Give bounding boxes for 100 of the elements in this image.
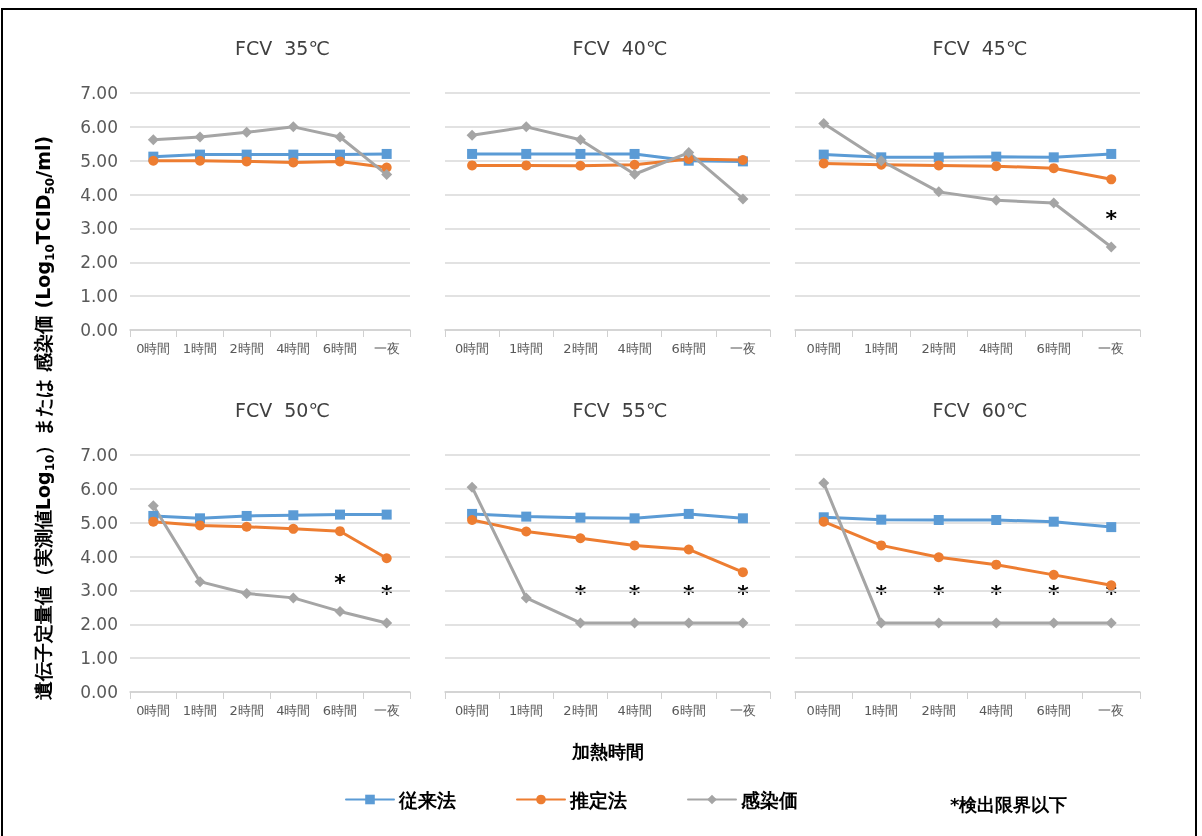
- chart-title: FCV 40℃: [572, 36, 668, 59]
- point: [241, 587, 253, 599]
- point: [520, 121, 532, 133]
- point: [818, 158, 829, 169]
- point: [737, 513, 748, 524]
- point: [737, 617, 749, 629]
- point: [381, 169, 393, 181]
- point: [1048, 569, 1059, 580]
- point: [991, 559, 1002, 570]
- point: [629, 540, 640, 551]
- x-tick-label: 4時間: [617, 703, 652, 718]
- point: [737, 567, 748, 578]
- x-tick-label: 0時間: [454, 703, 490, 718]
- annotation: *: [628, 581, 641, 607]
- x-tick-label: 2時間: [563, 341, 598, 356]
- point: [381, 509, 392, 520]
- x-tick-label: 4時間: [617, 341, 652, 356]
- point: [467, 160, 478, 171]
- point: [147, 134, 159, 146]
- x-tick-label: 0時間: [806, 703, 841, 718]
- point: [1048, 163, 1059, 174]
- x-tick-label: 4時間: [276, 341, 311, 356]
- point: [381, 553, 392, 564]
- annotation: *: [737, 581, 750, 607]
- annotation: *: [380, 581, 393, 607]
- x-tick-label: 4時間: [979, 341, 1014, 356]
- point: [683, 147, 695, 159]
- point: [933, 160, 944, 171]
- x-tick-label: 2時間: [921, 341, 956, 356]
- y-tick-label: 1.00: [80, 286, 118, 307]
- y-tick-label: 4.00: [80, 184, 118, 205]
- point: [933, 186, 945, 198]
- legend-label: 従来法: [398, 788, 456, 811]
- y-tick-label: 5.00: [80, 150, 118, 171]
- point: [287, 592, 299, 604]
- x-tick-label: 6時間: [1036, 703, 1071, 718]
- point: [933, 152, 944, 163]
- point: [148, 516, 159, 527]
- point: [334, 605, 346, 617]
- point: [466, 481, 478, 493]
- point: [575, 160, 586, 171]
- point: [1106, 148, 1117, 159]
- point: [629, 148, 640, 159]
- chart-title: FCV 45℃: [932, 36, 1028, 59]
- point: [574, 134, 586, 146]
- point: [467, 515, 478, 525]
- point: [521, 148, 532, 159]
- point: [241, 126, 253, 138]
- point: [629, 159, 640, 170]
- point: [148, 155, 159, 166]
- point: [288, 523, 299, 534]
- x-tick-label: 一夜: [729, 341, 756, 356]
- point: [1048, 152, 1059, 163]
- y-tick-label: 3.00: [80, 218, 118, 239]
- y-tick-label: 5.00: [80, 512, 118, 533]
- x-tick-label: 1時間: [182, 703, 218, 718]
- x-tick-label: 1時間: [182, 341, 218, 356]
- annotation: *: [932, 581, 945, 607]
- chart-title: FCV 35℃: [235, 36, 330, 59]
- x-tick-label: 0時間: [806, 341, 841, 356]
- point: [876, 540, 887, 551]
- y-tick-label: 3.00: [80, 580, 118, 601]
- x-tick-label: 2時間: [229, 703, 264, 718]
- point: [991, 161, 1002, 172]
- point: [991, 515, 1002, 526]
- legend-label: 感染価: [740, 788, 798, 811]
- point: [818, 477, 830, 489]
- x-tick-label: 1時間: [509, 703, 544, 718]
- point: [818, 117, 830, 129]
- text: *検出限界以下: [950, 793, 1068, 815]
- point: [575, 533, 586, 544]
- x-tick-label: 4時間: [979, 703, 1014, 718]
- point: [1106, 174, 1117, 185]
- x-tick-label: 6時間: [1036, 341, 1071, 356]
- y-tick-label: 7.00: [80, 445, 118, 465]
- point: [287, 121, 299, 133]
- point: [1106, 522, 1117, 533]
- point: [990, 194, 1002, 206]
- point: [147, 500, 159, 512]
- point: [933, 515, 944, 526]
- x-tick-label: 2時間: [229, 341, 264, 356]
- x-tick-label: 一夜: [1098, 341, 1125, 356]
- point: [1048, 197, 1060, 209]
- x-tick-label: 一夜: [373, 703, 400, 718]
- chart-title: FCV 50℃: [235, 398, 330, 421]
- point: [288, 157, 299, 168]
- point: [381, 148, 392, 159]
- x-axis-title: 加熱時間: [570, 740, 644, 762]
- point: [334, 131, 346, 143]
- point: [466, 129, 478, 141]
- point: [520, 592, 532, 604]
- y-tick-label: 7.00: [80, 83, 118, 103]
- point: [195, 520, 205, 531]
- x-tick-label: 6時間: [671, 341, 706, 356]
- point: [875, 155, 887, 167]
- point: [521, 160, 532, 171]
- x-tick-label: 6時間: [322, 703, 358, 718]
- x-tick-label: 2時間: [921, 703, 956, 718]
- y-tick-label: 6.00: [80, 116, 118, 137]
- point: [521, 526, 532, 537]
